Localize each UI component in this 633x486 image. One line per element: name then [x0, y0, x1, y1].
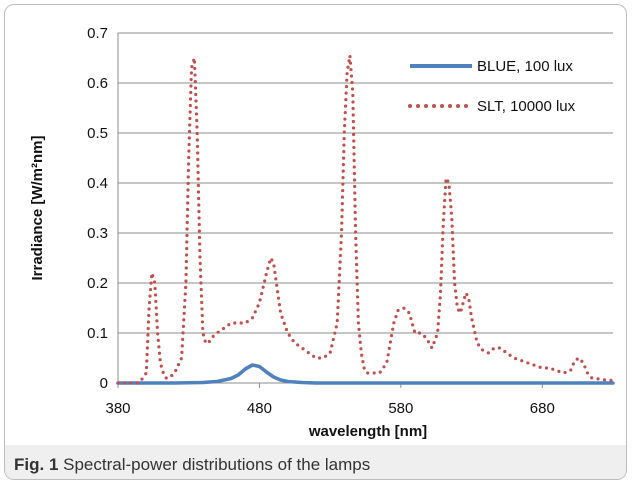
- y-axis-title: Irradiance [W/m²nm]: [29, 135, 46, 280]
- legend-label-slt: SLT, 10000 lux: [477, 98, 576, 115]
- series-line-slt: [116, 53, 615, 385]
- figure-caption: Fig. 1 Spectral-power distributions of t…: [14, 455, 370, 475]
- y-tick-label: 0.4: [87, 175, 108, 192]
- x-tick-label: 680: [530, 400, 555, 417]
- legend-label-blue: BLUE, 100 lux: [477, 58, 573, 75]
- y-tick-label: 0.2: [87, 275, 108, 292]
- y-tick-label: 0.5: [87, 125, 108, 142]
- y-tick-labels: 0 0.1 0.2 0.3 0.4 0.5 0.6 0.7: [87, 25, 108, 392]
- legend: BLUE, 100 lux SLT, 10000 lux: [408, 58, 576, 115]
- y-tick-label: 0.3: [87, 225, 108, 242]
- y-tick-label: 0: [100, 375, 108, 392]
- chart-svg: 0 0.1 0.2 0.3 0.4 0.5 0.6 0.7 380 480 580 680 wave…: [29, 25, 615, 440]
- y-tick-label: 0.1: [87, 325, 108, 342]
- figure-caption-text: Spectral-power distributions of the lamp…: [63, 455, 371, 474]
- x-tick-labels: 380 480 580 680: [105, 400, 554, 417]
- x-axis-title: wavelength [nm]: [308, 423, 427, 440]
- series-line-blue: [116, 363, 615, 385]
- series-layer: [116, 53, 615, 385]
- figure-label: Fig. 1: [14, 455, 59, 474]
- y-tick-label: 0.7: [87, 25, 108, 42]
- y-tick-label: 0.6: [87, 75, 108, 92]
- x-tick-label: 380: [105, 400, 130, 417]
- caption-bar: [5, 445, 626, 479]
- gridlines: [118, 32, 613, 334]
- x-tick-label: 580: [388, 400, 413, 417]
- x-tick-label: 480: [247, 400, 272, 417]
